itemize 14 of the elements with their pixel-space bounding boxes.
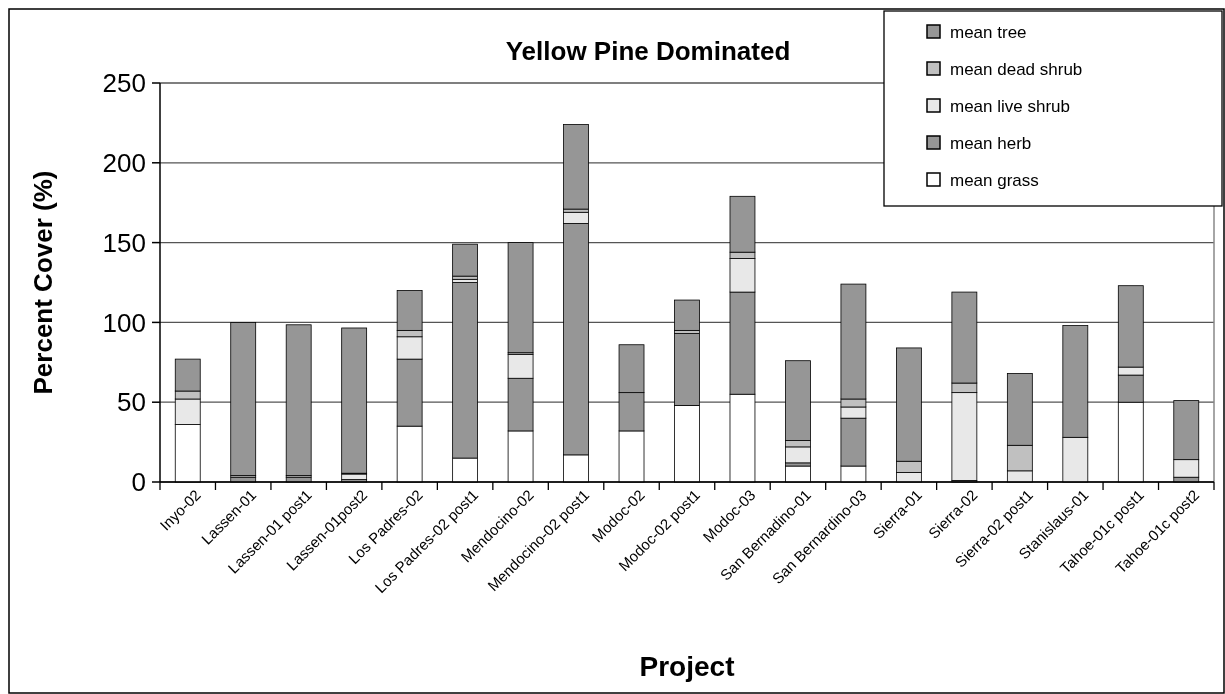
legend-label: mean tree	[950, 22, 1027, 42]
y-tick-label: 150	[102, 227, 146, 258]
chart-title: Yellow Pine Dominated	[505, 36, 791, 66]
legend-label: mean herb	[950, 133, 1032, 153]
legend-label: mean live shrub	[950, 96, 1071, 116]
y-tick-label: 100	[102, 307, 146, 338]
y-tick-label: 0	[131, 467, 146, 498]
legend-label: mean dead shrub	[950, 59, 1083, 79]
legend-label: mean grass	[950, 170, 1039, 190]
x-axis-title: Project	[639, 651, 735, 682]
y-tick-label: 200	[102, 147, 146, 178]
y-tick-label: 250	[102, 68, 146, 99]
y-axis-title: Percent Cover (%)	[28, 170, 58, 395]
y-tick-label: 50	[117, 387, 146, 418]
